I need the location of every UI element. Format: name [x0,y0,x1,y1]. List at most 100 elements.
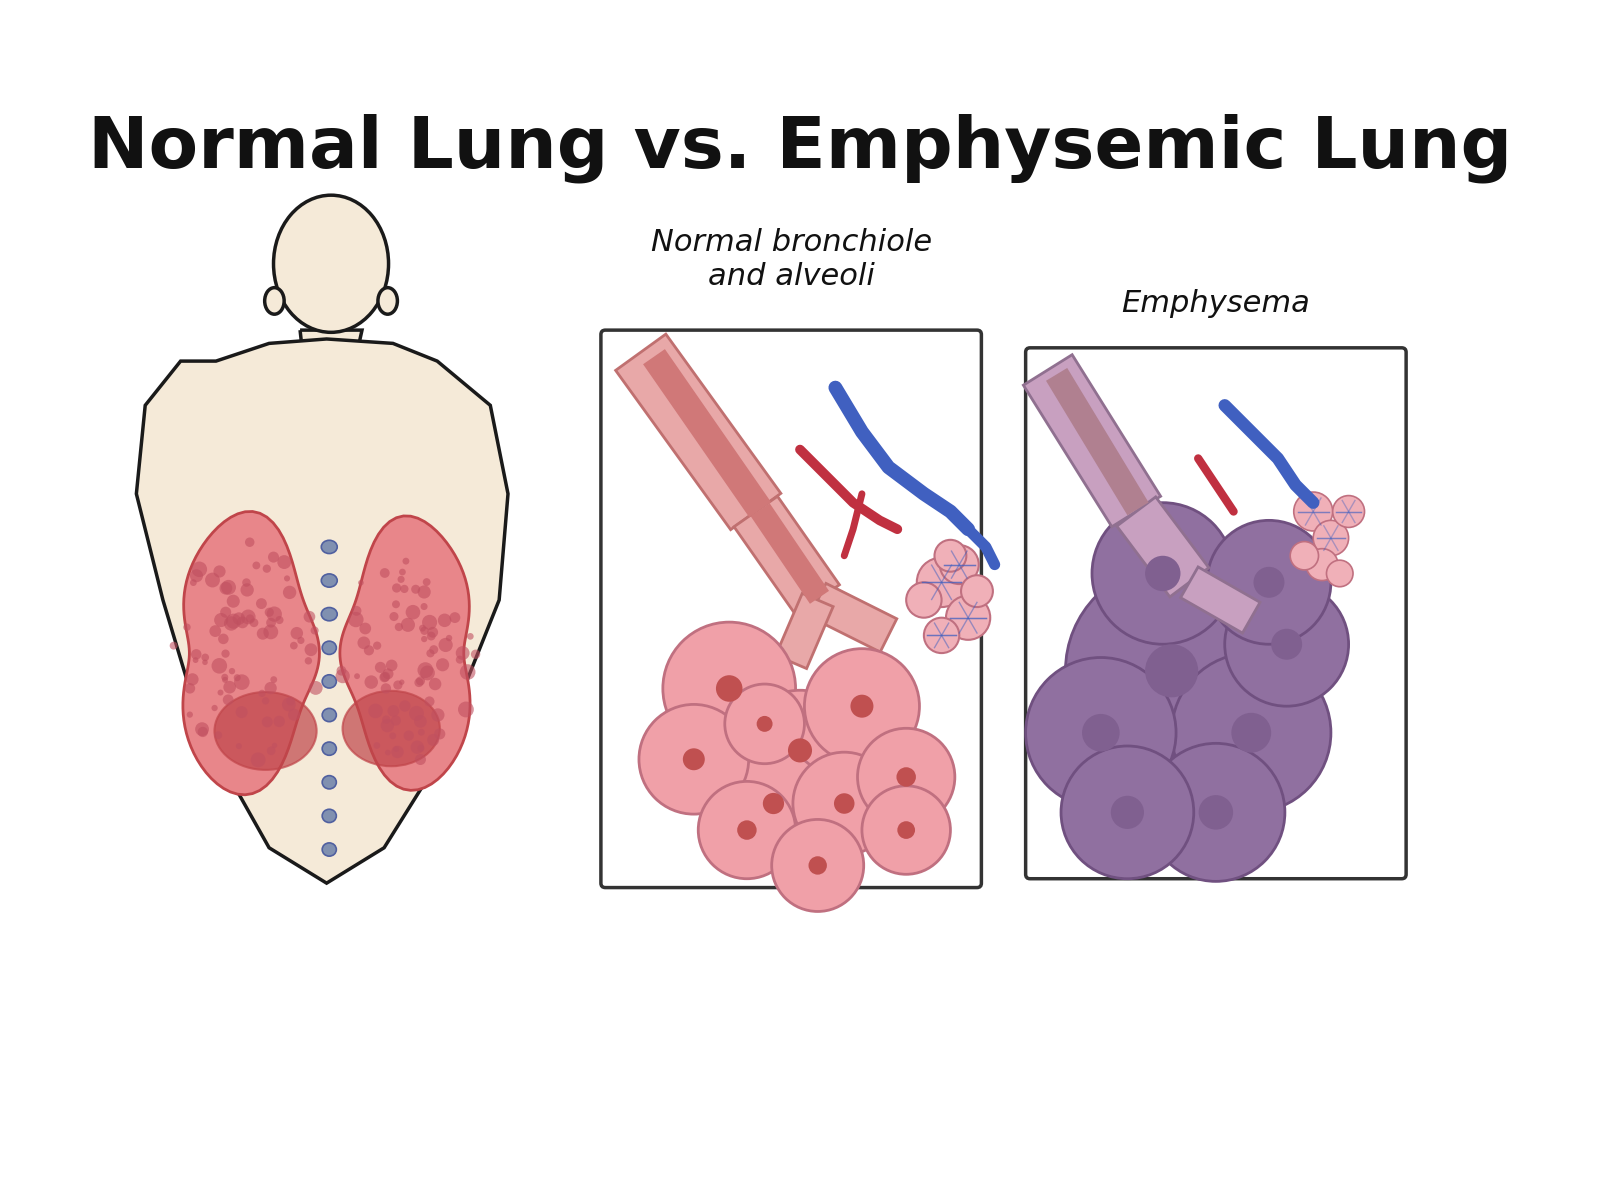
Ellipse shape [322,708,336,721]
Circle shape [414,715,427,727]
Circle shape [336,668,350,683]
Circle shape [256,628,269,640]
Circle shape [282,697,296,712]
Circle shape [202,660,208,665]
Circle shape [352,606,362,616]
Ellipse shape [322,540,338,553]
Ellipse shape [322,674,336,688]
Circle shape [381,719,394,732]
Circle shape [1253,566,1285,598]
Circle shape [226,613,242,629]
Circle shape [1224,582,1349,706]
Circle shape [1146,556,1181,592]
Circle shape [1294,492,1333,530]
Circle shape [210,625,221,637]
Circle shape [240,610,256,624]
Circle shape [411,584,421,594]
Circle shape [418,728,424,736]
Circle shape [418,662,434,678]
Circle shape [267,606,282,622]
Circle shape [896,767,915,787]
Circle shape [264,607,274,617]
Circle shape [192,658,198,664]
Circle shape [834,793,854,814]
Circle shape [427,626,438,637]
Circle shape [229,668,235,674]
Circle shape [389,612,398,622]
Circle shape [738,821,757,840]
Circle shape [1314,521,1349,556]
Circle shape [390,715,402,726]
Ellipse shape [322,842,336,856]
Ellipse shape [274,196,389,332]
Circle shape [683,749,704,770]
PathPatch shape [810,583,896,652]
Circle shape [421,666,435,680]
Circle shape [406,605,421,619]
Circle shape [219,582,232,595]
Circle shape [253,562,261,569]
Circle shape [389,732,397,739]
Circle shape [1061,746,1194,878]
Circle shape [794,752,896,854]
Circle shape [414,754,426,766]
Circle shape [259,690,266,697]
Circle shape [274,715,285,727]
Ellipse shape [322,775,336,788]
Circle shape [187,712,194,718]
Circle shape [184,624,190,631]
Circle shape [1198,796,1234,829]
Circle shape [1110,796,1144,829]
Circle shape [923,618,960,653]
Circle shape [170,642,178,649]
Circle shape [434,728,445,739]
Circle shape [264,624,278,640]
Text: Normal bronchiole
and alveoli: Normal bronchiole and alveoli [651,228,931,290]
Circle shape [459,665,475,680]
Circle shape [395,623,403,631]
PathPatch shape [339,516,470,791]
Circle shape [1206,521,1331,644]
Circle shape [222,677,229,683]
Circle shape [386,750,390,756]
PathPatch shape [301,330,362,370]
Circle shape [422,578,430,586]
Circle shape [1306,548,1338,581]
Circle shape [235,743,242,749]
Circle shape [221,580,235,595]
Circle shape [382,715,390,724]
Circle shape [1026,658,1176,808]
Circle shape [379,672,389,683]
Circle shape [414,678,424,688]
Ellipse shape [322,809,336,822]
Circle shape [290,642,298,649]
Circle shape [240,583,254,596]
Circle shape [267,552,278,563]
Circle shape [309,680,323,695]
Circle shape [427,734,438,746]
Circle shape [1082,714,1120,751]
Circle shape [266,618,275,628]
Circle shape [275,616,283,624]
Circle shape [421,636,427,642]
Circle shape [917,558,966,607]
Circle shape [304,658,312,665]
Circle shape [939,545,979,584]
Circle shape [808,857,827,875]
Circle shape [214,731,222,739]
Circle shape [349,612,363,628]
Circle shape [1171,653,1331,812]
Circle shape [365,676,378,689]
Circle shape [190,649,202,660]
Circle shape [450,612,461,623]
Circle shape [438,613,451,628]
PathPatch shape [1181,566,1261,634]
Circle shape [757,716,773,732]
Circle shape [858,728,955,826]
Circle shape [438,638,453,652]
Circle shape [237,617,248,629]
Circle shape [427,631,435,641]
Circle shape [394,746,398,752]
Circle shape [416,677,426,685]
Circle shape [456,655,464,664]
